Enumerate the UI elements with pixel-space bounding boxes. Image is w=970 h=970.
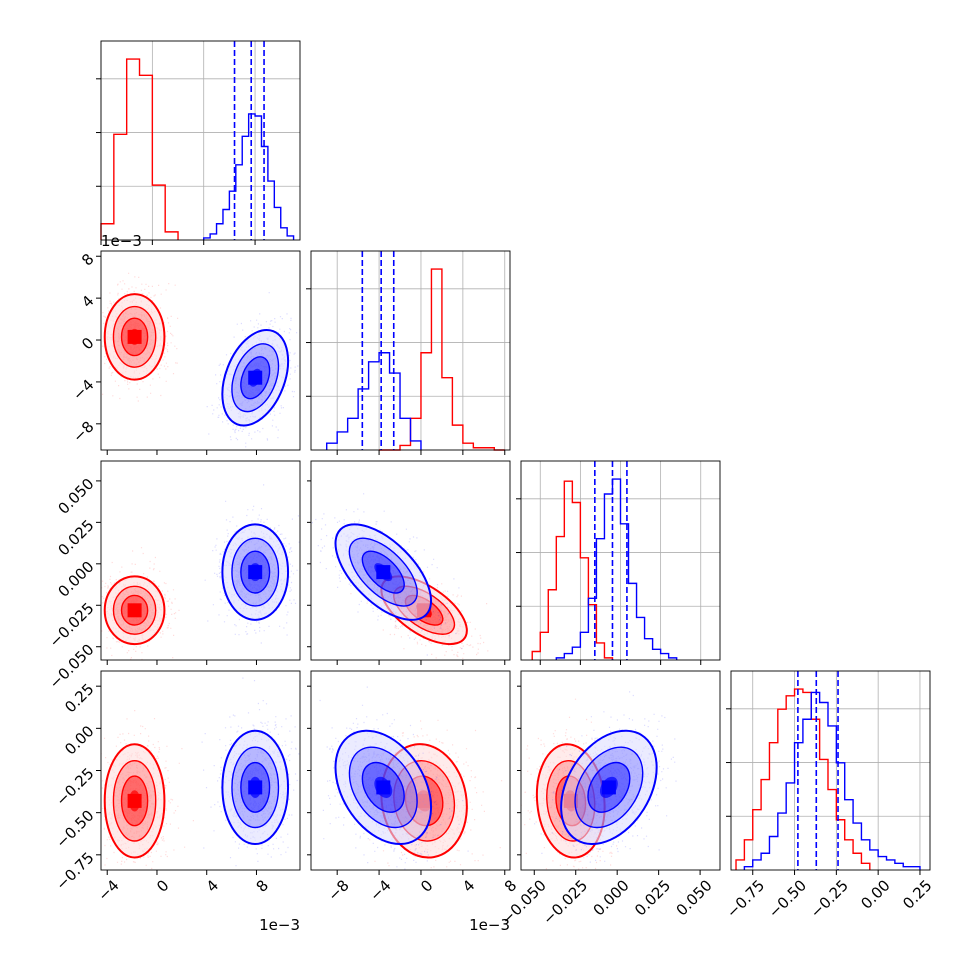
x-tick-label: 8 [501,876,520,895]
panel-content [521,691,677,870]
histogram-series-1 [326,352,422,450]
x-tick-label: 0 [417,876,436,895]
panel-content [311,493,489,659]
density-peak-1 [248,565,263,580]
x-tick-label: 0.025 [631,876,674,919]
y-offset-label: 1e−3 [101,232,142,250]
y-tick-label: −4 [69,376,97,404]
y-tick-label: 0.25 [61,680,97,716]
x-tick-label: −0.25 [807,876,852,921]
density-peak-0 [127,793,142,808]
density-peak-1 [248,780,263,795]
x-tick-label: −0.50 [765,876,810,921]
density-peak-1 [248,370,263,385]
x-tick-label: −4 [366,876,394,904]
y-tick-label: 0.050 [54,475,97,518]
y-tick-label: −0.050 [46,641,98,693]
histogram-series-0 [100,58,179,240]
x-tick-label: 0 [153,876,172,895]
density-peak-0 [127,329,142,344]
y-tick-label: 0.025 [54,516,97,559]
x-tick-label: −0.025 [539,876,591,928]
y-tick-label: 0 [78,334,97,353]
density-peak-0 [127,603,142,618]
panel-frame [100,250,301,451]
y-tick-label: 0.00 [61,722,97,758]
x-tick-label: 0.00 [857,876,893,912]
density-peak-1 [376,565,391,580]
y-tick-label: −0.25 [52,764,97,809]
x-tick-label: −4 [94,876,122,904]
panel-content [101,484,300,660]
pair-panel-1-3 [307,670,511,875]
panel-background [101,41,300,240]
y-tick-label: −0.75 [52,849,97,894]
x-tick-label: 0.25 [899,876,935,912]
panel-frame [100,40,301,241]
x-offset-label: 1e−3 [469,916,510,934]
panel-frame [310,250,511,451]
panel-frame [100,460,301,661]
pair-panel-0-1 [96,250,301,455]
panel-content [101,272,300,448]
y-tick-label: −0.50 [52,807,97,852]
y-tick-label: −0.025 [46,599,98,651]
x-tick-label: 4 [459,876,478,895]
marginal-panel-1 [306,250,511,455]
x-tick-label: 0.000 [590,876,633,919]
density-peak-1 [601,780,616,795]
histogram-series-0 [735,688,871,870]
histogram-series-1 [203,113,295,240]
histogram-series-0 [379,268,505,451]
histogram-series-0 [531,480,614,660]
y-tick-label: 4 [78,292,97,311]
panel-background [311,251,510,450]
pair-panel-1-2 [307,460,511,665]
x-tick-label: −8 [324,876,352,904]
pair-panel-0-2 [96,460,301,665]
panel-frame [310,460,511,661]
panel-frame [730,670,931,871]
pair-panel-2-3 [517,670,721,875]
x-tick-label: 0.050 [673,876,716,919]
x-tick-label: −0.75 [723,876,768,921]
x-tick-label: 4 [203,876,222,895]
histogram-series-1 [555,478,678,660]
y-tick-label: 0.000 [54,558,97,601]
density-peak-1 [376,780,391,795]
marginal-panel-3 [726,670,931,875]
x-tick-label: 8 [253,876,272,895]
marginal-panel-0 [96,40,301,245]
y-tick-label: 8 [78,250,97,269]
x-offset-label: 1e−3 [259,916,300,934]
pair-panel-0-3 [96,670,301,875]
marginal-panel-2 [516,460,721,665]
panel-content [101,677,300,870]
panel-content [319,686,503,870]
histogram-series-1 [743,691,921,870]
panel-background [731,671,930,870]
y-tick-label: −8 [69,418,97,446]
